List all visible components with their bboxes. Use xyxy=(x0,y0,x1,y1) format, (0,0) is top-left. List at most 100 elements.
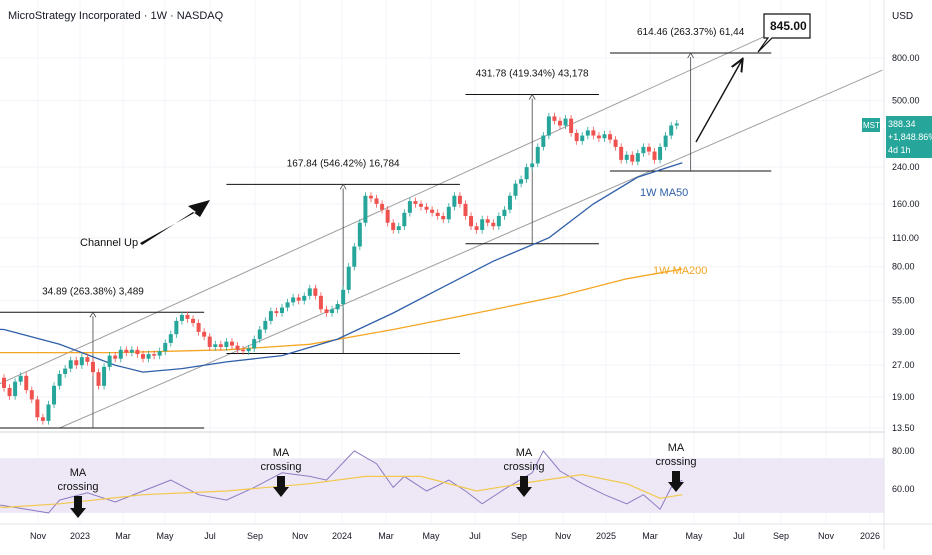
price-scale-panel[interactable] xyxy=(884,0,932,550)
candle xyxy=(285,298,290,312)
measure-arrowhead xyxy=(687,52,695,59)
candle xyxy=(113,352,118,363)
candle xyxy=(519,175,524,188)
candle-body xyxy=(424,206,429,210)
candle-body xyxy=(641,146,646,154)
candle-body xyxy=(96,372,101,386)
ma-crossing-1-arrow xyxy=(70,496,86,518)
candle-body xyxy=(224,341,229,347)
time-tick-label: Nov xyxy=(30,531,47,541)
candle-body xyxy=(396,226,401,230)
channel-line xyxy=(59,69,883,429)
candle xyxy=(430,206,435,217)
candle-body xyxy=(535,146,540,164)
candle xyxy=(146,350,151,363)
candle xyxy=(346,263,351,294)
candle xyxy=(474,222,479,234)
candle-body xyxy=(624,154,629,160)
price-tick-label: 160.00 xyxy=(892,199,920,209)
candle-body xyxy=(363,195,368,223)
candle-body xyxy=(402,212,407,227)
candle-body xyxy=(174,320,179,335)
candle-body xyxy=(635,153,640,162)
candle xyxy=(235,342,240,354)
candle xyxy=(368,192,373,203)
price-scale-ticks: 800.00 500.00 240.00 160.00 110.00 80.00 55.00… xyxy=(892,53,920,433)
ma-crossing-2-line2: crossing xyxy=(261,461,302,473)
candle-body xyxy=(658,146,663,160)
candle-body xyxy=(235,345,240,350)
candle xyxy=(207,333,212,351)
candle xyxy=(63,365,68,378)
candle xyxy=(7,384,12,400)
candle-body xyxy=(35,399,40,418)
candle-body xyxy=(313,288,318,296)
time-tick-label: Nov xyxy=(818,531,835,541)
candle-body xyxy=(124,349,129,353)
candle-body xyxy=(646,146,651,152)
candle-body xyxy=(585,130,590,136)
candle xyxy=(563,115,568,130)
candle xyxy=(619,143,624,164)
candle-body xyxy=(163,342,168,352)
price-change-value: +1,848.86% xyxy=(888,132,932,142)
rsi-scale-ticks: 80.00 60.00 xyxy=(892,446,915,494)
candle xyxy=(585,126,590,140)
price-tick-label: 27.00 xyxy=(892,360,915,370)
candle xyxy=(324,305,329,317)
candle-body xyxy=(380,203,385,210)
candle-body xyxy=(530,163,535,168)
time-tick-label: 2026 xyxy=(860,531,880,541)
measure-arrowhead xyxy=(89,311,97,318)
candle xyxy=(385,206,390,227)
candle xyxy=(191,315,196,327)
candle-body xyxy=(191,318,196,323)
candle-body xyxy=(40,417,45,421)
candle-body xyxy=(52,385,57,405)
candle-body xyxy=(452,195,457,207)
candle-body xyxy=(257,329,262,340)
candle xyxy=(435,209,440,220)
ma-crossing-1-line2: crossing xyxy=(58,481,99,493)
candle-body xyxy=(352,246,357,267)
candle xyxy=(446,203,451,223)
candle-body xyxy=(152,354,157,356)
candle xyxy=(302,292,307,305)
candle-body xyxy=(146,354,151,359)
candle-body xyxy=(207,336,212,347)
target-callout-box xyxy=(757,13,811,53)
candle-body xyxy=(18,375,23,382)
candle-body xyxy=(229,341,234,346)
candle xyxy=(52,382,57,409)
ma-crossing-3-line2: crossing xyxy=(504,461,545,473)
candle-body xyxy=(179,314,184,321)
candle-body xyxy=(519,179,524,184)
measurement-boxes xyxy=(0,52,772,429)
candle xyxy=(335,300,340,314)
time-tick-label: May xyxy=(422,531,440,541)
time-tick-label: Sep xyxy=(511,531,527,541)
candle-body xyxy=(246,348,251,352)
candle xyxy=(624,151,629,164)
candle xyxy=(107,352,112,371)
price-badge xyxy=(886,116,932,158)
candle xyxy=(674,119,679,130)
ma-crossing-2-line1: MA xyxy=(273,447,290,459)
candle-body xyxy=(613,139,618,147)
time-tick-label: Mar xyxy=(115,531,131,541)
candle-body xyxy=(118,349,123,359)
candle-body xyxy=(185,314,190,319)
candle xyxy=(507,192,512,214)
time-tick-label: 2025 xyxy=(596,531,616,541)
candle xyxy=(179,311,184,325)
candle xyxy=(463,200,468,220)
ma-crossing-4-arrow xyxy=(668,471,684,492)
candle xyxy=(218,340,223,351)
price-tick-label: 19.00 xyxy=(892,392,915,402)
candle xyxy=(318,292,323,314)
candle-body xyxy=(113,355,118,359)
candle xyxy=(413,197,418,208)
candle xyxy=(363,192,368,227)
